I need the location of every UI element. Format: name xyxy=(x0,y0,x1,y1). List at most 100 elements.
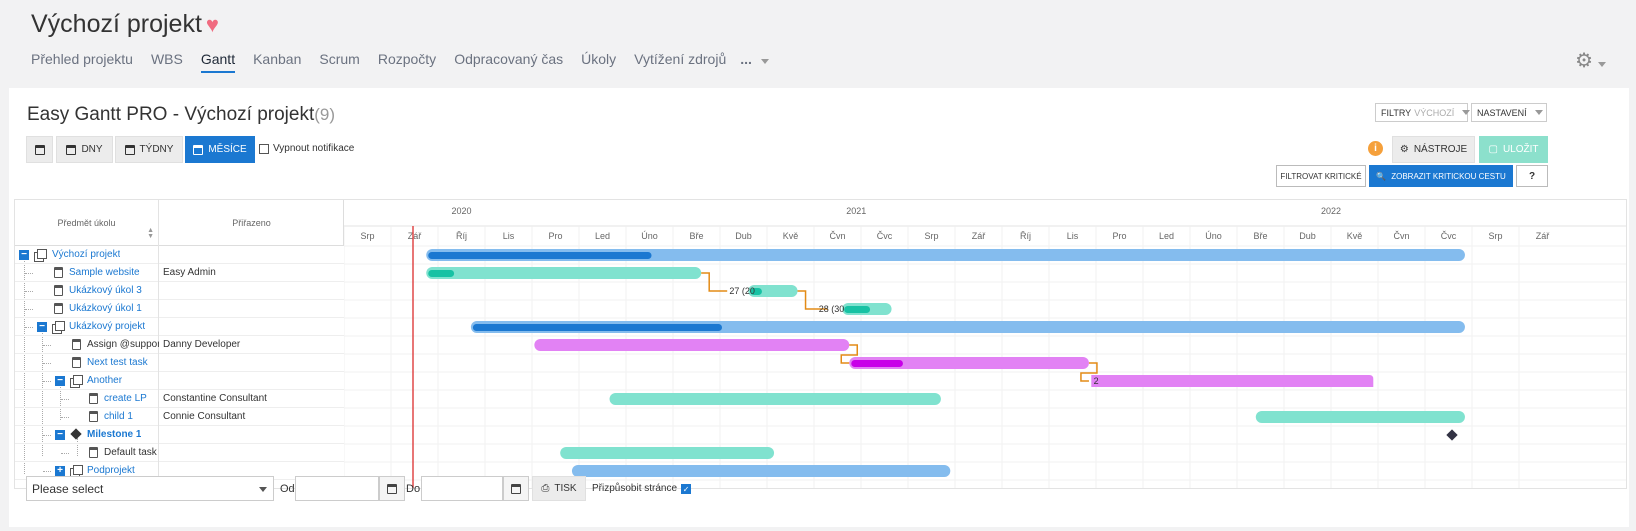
month-label: Říj xyxy=(1020,231,1031,241)
fit-page-checkbox[interactable]: Přizpůsobit stránce ✓ xyxy=(592,483,692,494)
tab-tasks[interactable]: Úkoly xyxy=(581,51,617,67)
tab-wbs[interactable]: WBS xyxy=(150,51,183,67)
calendar-icon xyxy=(387,483,397,494)
tree-line xyxy=(42,330,43,456)
save-button[interactable]: ▢ ULOŽIT xyxy=(1479,136,1548,163)
task-name[interactable]: Výchozí projekt xyxy=(52,249,121,260)
from-calendar-button[interactable] xyxy=(379,476,405,501)
month-label: Pro xyxy=(1112,231,1126,241)
month-label: Bře xyxy=(1253,231,1267,241)
tab-kanban[interactable]: Kanban xyxy=(253,51,302,67)
relation-line xyxy=(1080,362,1098,382)
month-label: Čvc xyxy=(877,231,893,241)
task-name[interactable]: Milestone 1 xyxy=(87,429,142,440)
task-assignee: Easy Admin xyxy=(163,267,216,278)
tab-budgets[interactable]: Rozpočty xyxy=(377,51,437,67)
year-label: 2020 xyxy=(451,206,471,216)
tab-gantt[interactable]: Gantt xyxy=(200,51,236,73)
progress-bar xyxy=(750,288,762,295)
filters-select[interactable]: FILTRY VÝCHOZÍ xyxy=(1375,103,1471,122)
month-label: Dub xyxy=(1299,231,1316,241)
collapse-toggle[interactable]: − xyxy=(55,430,65,440)
task-icon xyxy=(54,267,63,278)
task-row[interactable]: Sample website Easy Admin xyxy=(15,264,344,282)
task-name[interactable]: Assign @support xyxy=(87,339,159,350)
from-date-input[interactable] xyxy=(295,476,379,501)
scale-months-button[interactable]: MĚSÍCE xyxy=(185,136,255,163)
settings-select[interactable]: NASTAVENÍ xyxy=(1471,103,1547,122)
tab-spent-time[interactable]: Odpracovaný čas xyxy=(454,51,564,67)
tree-line xyxy=(61,417,69,418)
task-row[interactable]: − Ukázkový projekt xyxy=(15,318,344,336)
month-label: Srp xyxy=(1488,231,1502,241)
info-icon[interactable]: i xyxy=(1368,141,1383,156)
task-icon xyxy=(89,447,98,458)
show-critical-path-button[interactable]: 🔍 ZOBRAZIT KRITICKOU CESTU xyxy=(1369,165,1513,187)
to-date-input[interactable] xyxy=(421,476,503,501)
month-label: Kvě xyxy=(1347,231,1363,241)
period-select[interactable]: Please select xyxy=(26,476,274,501)
gantt-title: Easy Gantt PRO - Výchozí projekt(9) xyxy=(27,104,335,125)
gantt-chart[interactable]: Srp Zář Říj Lis Pro Led Úno Bře Dub Kvě Čvn Čvc Srp Z… xyxy=(344,200,1627,489)
task-bar xyxy=(426,249,1465,261)
task-row[interactable]: − Milestone 1 xyxy=(15,426,344,444)
to-calendar-button[interactable] xyxy=(503,476,529,501)
task-name[interactable]: Ukázkový úkol 3 xyxy=(69,285,142,296)
task-name[interactable]: Another xyxy=(87,375,123,386)
gear-icon[interactable]: ⚙ xyxy=(1575,48,1606,73)
tools-button[interactable]: ⚙ NÁSTROJE xyxy=(1392,136,1475,163)
more-tabs-button[interactable]: ... xyxy=(740,51,769,73)
tree-line xyxy=(25,327,33,328)
task-icon xyxy=(72,357,81,368)
task-bar xyxy=(534,339,850,351)
task-row[interactable]: child 1 Connie Consultant xyxy=(15,408,344,426)
task-name[interactable]: Ukázkový projekt xyxy=(69,321,146,332)
task-row[interactable]: Next test task xyxy=(15,354,344,372)
heart-icon[interactable]: ♥ xyxy=(205,12,219,37)
help-button[interactable]: ? xyxy=(1516,165,1548,187)
task-name[interactable]: Podprojekt xyxy=(87,465,135,476)
month-label: Říj xyxy=(456,231,467,241)
disable-notifications-checkbox[interactable]: Vypnout notifikace xyxy=(259,143,354,154)
column-subject-header[interactable]: Předmět úkolu ▲ ▼ xyxy=(15,200,159,246)
relation-line xyxy=(797,290,828,310)
month-label: Kvě xyxy=(783,231,799,241)
print-button[interactable]: ⎙ TISK xyxy=(532,476,586,501)
task-bar xyxy=(609,393,941,405)
month-label: Led xyxy=(595,231,610,241)
relation-line xyxy=(701,272,728,292)
collapse-toggle[interactable]: − xyxy=(19,250,29,260)
task-name[interactable]: create LP xyxy=(104,393,147,404)
collapse-toggle[interactable]: − xyxy=(37,322,47,332)
collapse-toggle[interactable]: − xyxy=(55,376,65,386)
tab-scrum[interactable]: Scrum xyxy=(319,51,360,67)
task-row[interactable]: Ukázkový úkol 3 xyxy=(15,282,344,300)
task-row[interactable]: − Another xyxy=(15,372,344,390)
tab-resources[interactable]: Vytížení zdrojů xyxy=(634,51,727,67)
search-icon: 🔍 xyxy=(1376,171,1387,181)
task-row[interactable]: − Výchozí projekt xyxy=(15,246,344,264)
column-assigned-header[interactable]: Přiřazeno xyxy=(232,218,271,228)
task-name[interactable]: Sample website xyxy=(69,267,140,278)
task-name[interactable]: Ukázkový úkol 1 xyxy=(69,303,142,314)
filter-critical-button[interactable]: FILTROVAT KRITICKÉ xyxy=(1276,165,1366,187)
scale-days-button[interactable]: DNY xyxy=(56,136,113,163)
tree-line xyxy=(77,438,78,456)
task-assignee: Constantine Consultant xyxy=(163,393,267,404)
task-row[interactable]: Assign @support Danny Developer xyxy=(15,336,344,354)
tab-overview[interactable]: Přehled projektu xyxy=(31,51,133,67)
expand-toggle[interactable]: + xyxy=(55,466,65,476)
task-icon xyxy=(54,285,63,296)
scale-weeks-button[interactable]: TÝDNY xyxy=(115,136,183,163)
task-name[interactable]: child 1 xyxy=(104,411,133,422)
sort-icon[interactable]: ▲ ▼ xyxy=(147,227,154,240)
task-name[interactable]: Default task xyxy=(104,447,157,458)
progress-bar xyxy=(844,306,871,313)
task-row[interactable]: Default task xyxy=(15,444,344,462)
project-nav: Přehled projektu WBS Gantt Kanban Scrum … xyxy=(31,51,787,73)
task-row[interactable]: create LP Constantine Consultant xyxy=(15,390,344,408)
tree-line xyxy=(43,345,51,346)
task-name[interactable]: Next test task xyxy=(87,357,148,368)
task-row[interactable]: Ukázkový úkol 1 xyxy=(15,300,344,318)
calendar-button[interactable] xyxy=(26,136,53,163)
